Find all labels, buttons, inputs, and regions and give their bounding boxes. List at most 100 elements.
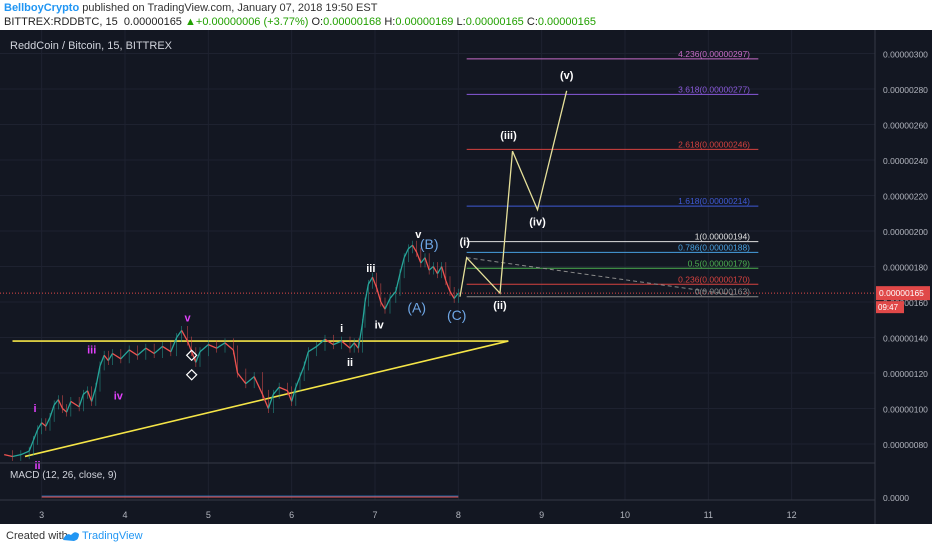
price-segment xyxy=(389,290,397,299)
fib-level-label: 2.618(0.00000246) xyxy=(678,139,750,149)
price-segment xyxy=(112,352,122,360)
price-segment xyxy=(236,372,247,385)
price-segment xyxy=(441,266,447,281)
price-segment xyxy=(224,342,234,351)
fib-level-label: 1(0.00000194) xyxy=(695,232,750,242)
x-tick-label: 11 xyxy=(704,510,713,520)
last-price-tag xyxy=(876,286,930,301)
price-segment xyxy=(28,440,34,452)
price-segment xyxy=(245,376,255,385)
diamond-marker-icon xyxy=(185,349,198,362)
chart-area[interactable]: ReddCoin / Bitcoin, 15, BITTREX 4.236(0.… xyxy=(0,30,932,524)
price-chart-svg[interactable]: ReddCoin / Bitcoin, 15, BITTREX 4.236(0.… xyxy=(0,30,932,524)
white-wave-label: iv xyxy=(375,320,385,332)
price-segment xyxy=(295,376,301,388)
y-tick-label: 0.00000160 xyxy=(883,298,928,308)
time-axis[interactable]: 3 4 5 6 7 8 9 10 11 12 xyxy=(0,499,875,520)
price-segment xyxy=(49,404,55,418)
y-tick-label: 0.00000220 xyxy=(883,192,928,202)
wave-projection: (i) (ii) (iii) (iv) (v) xyxy=(459,70,574,312)
open-value: 0.00000168 xyxy=(323,16,382,28)
price-segment xyxy=(272,386,280,395)
price-segment xyxy=(341,340,351,349)
price-segment xyxy=(216,342,226,349)
y-tick-label: 0.00000100 xyxy=(883,405,928,415)
price-segment xyxy=(107,353,114,361)
close-label: C: xyxy=(526,16,538,28)
price-segment xyxy=(86,390,93,402)
price-segment xyxy=(82,390,88,395)
blue-wave-label: (C) xyxy=(447,307,466,323)
white-wave-label: v xyxy=(415,229,422,241)
macd-label: MACD (12, 26, close, 9) xyxy=(10,470,117,481)
author-name[interactable]: BellboyCrypto xyxy=(4,2,80,14)
price-segment xyxy=(95,365,101,388)
price-segment xyxy=(186,340,193,352)
price-segment xyxy=(395,273,401,292)
fib-level-label: 0.786(0.00000188) xyxy=(678,242,750,252)
price-segment xyxy=(407,244,413,250)
price-segment xyxy=(181,330,189,342)
fib-level-label: 3.618(0.00000277) xyxy=(678,84,750,94)
close-value: 0.00000165 xyxy=(537,16,596,28)
last-price: 0.00000165 xyxy=(123,16,182,28)
blue-wave-label: (A) xyxy=(407,300,426,316)
price-segment xyxy=(449,291,455,299)
fib-level-label: 0.5(0.00000179) xyxy=(688,258,751,268)
price-change: +0.00000006 (+3.77%) xyxy=(195,16,309,28)
y-tick-label: 0.00000120 xyxy=(883,369,928,379)
price-segment xyxy=(41,422,47,427)
y-tick-label: 0.00000180 xyxy=(883,263,928,273)
chart-title: ReddCoin / Bitcoin, 15, BITTREX xyxy=(10,40,173,52)
price-segment xyxy=(376,287,382,303)
y-tick-label: 0.00000080 xyxy=(883,440,928,450)
pink-wave-label: v xyxy=(184,313,191,325)
price-segment xyxy=(36,422,43,431)
price-segment xyxy=(20,450,30,456)
price-segment xyxy=(195,351,201,363)
white-wave-label: iii xyxy=(366,263,375,275)
x-tick-label: 9 xyxy=(539,510,544,520)
price-segment xyxy=(453,292,459,299)
trend-lines xyxy=(12,257,734,458)
pink-wave-label: ii xyxy=(34,460,40,472)
price-segment xyxy=(367,276,374,285)
y-tick-label: 0.00000300 xyxy=(883,50,928,60)
countdown-label: 09:47 xyxy=(878,303,899,312)
price-segment xyxy=(199,344,209,353)
price-segment xyxy=(299,365,305,377)
x-tick-label: 10 xyxy=(620,510,630,520)
price-segment xyxy=(436,266,443,274)
y-tick-label: 0.00000280 xyxy=(883,85,928,95)
tradingview-logo-icon[interactable] xyxy=(62,529,80,548)
price-segment xyxy=(145,347,155,355)
blue-wave-label: (B) xyxy=(420,236,439,252)
projection-wave-label: (i) xyxy=(459,237,470,249)
projection-wave-label: (ii) xyxy=(493,300,507,312)
price-segment xyxy=(424,257,430,271)
low-label: L: xyxy=(456,16,466,28)
tradingview-brand[interactable]: TradingView xyxy=(82,530,143,542)
price-segment xyxy=(380,301,386,310)
price-segment xyxy=(12,454,21,458)
last-price-label: 0.00000165 xyxy=(879,288,924,298)
price-axis[interactable]: 0.00000080 0.00000100 0.00000120 0.00000140… xyxy=(874,30,932,524)
price-segment xyxy=(291,387,297,402)
price-segment xyxy=(128,349,138,356)
price-segment xyxy=(70,400,80,408)
price-segment xyxy=(403,248,409,258)
price-segment xyxy=(316,338,326,347)
price-segment xyxy=(324,338,334,346)
y-tick-label: 0.00000240 xyxy=(883,156,928,166)
x-tick-label: 12 xyxy=(787,510,797,520)
price-segment xyxy=(137,347,147,356)
x-tick-label: 7 xyxy=(372,510,377,520)
price-segment xyxy=(428,266,434,271)
pink-wave-label: i xyxy=(33,403,36,415)
price-segment xyxy=(303,351,309,367)
x-tick-label: 3 xyxy=(39,510,44,520)
price-segment xyxy=(420,257,426,264)
price-segment xyxy=(353,342,359,349)
projection-wave-label: (iii) xyxy=(500,130,517,142)
